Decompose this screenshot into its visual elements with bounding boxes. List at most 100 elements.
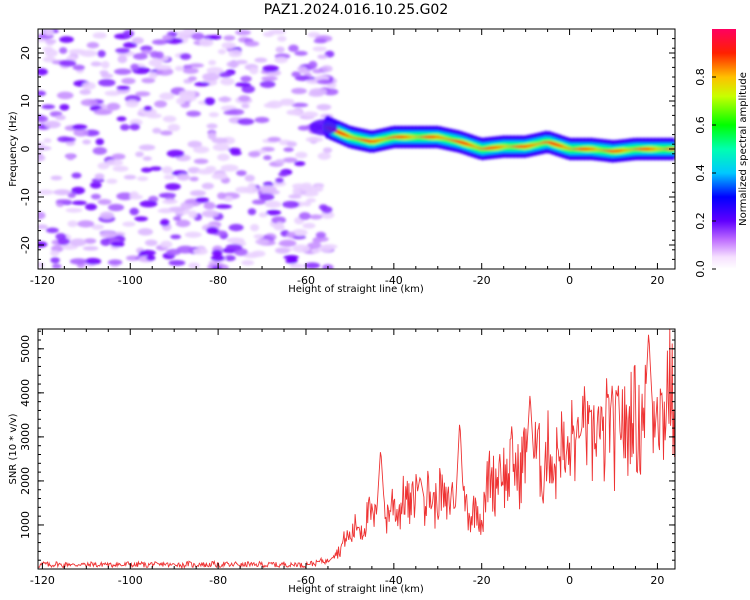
noise-blob <box>286 231 296 238</box>
x-tick-label: -80 <box>209 574 227 587</box>
noise-blob <box>101 60 110 69</box>
noise-blob <box>90 61 102 67</box>
x-tick-label: -40 <box>385 574 403 587</box>
noise-blob <box>99 231 117 239</box>
noise-blob <box>106 102 121 111</box>
noise-blob <box>251 250 266 258</box>
noise-blob <box>241 85 256 94</box>
noise-blob <box>130 63 140 71</box>
y-tick-label: 2000 <box>19 467 32 495</box>
noise-blob <box>188 63 204 68</box>
noise-blob <box>286 141 298 147</box>
noise-blob <box>160 130 173 136</box>
noise-blob <box>175 219 191 228</box>
noise-blob <box>188 76 197 82</box>
noise-blob <box>319 245 334 253</box>
noise-blob <box>291 71 301 78</box>
spectrogram-plot <box>38 29 675 269</box>
noise-blob <box>165 183 181 191</box>
x-tick-label: -60 <box>297 574 315 587</box>
noise-blob <box>187 140 202 148</box>
noise-blob <box>173 216 182 221</box>
ridge-segment <box>468 145 476 147</box>
noise-blob <box>140 45 153 52</box>
noise-blob <box>110 241 125 248</box>
noise-blob <box>189 176 199 182</box>
noise-blob <box>121 77 136 85</box>
noise-blob <box>206 66 224 74</box>
noise-blob <box>210 254 225 262</box>
noise-blob <box>298 212 311 221</box>
noise-blob <box>71 172 82 179</box>
noise-blob <box>211 265 223 269</box>
ridge-segment <box>556 144 564 147</box>
noise-blob <box>292 228 308 237</box>
noise-blob <box>135 151 144 158</box>
noise-blob <box>223 35 236 41</box>
noise-blob <box>38 241 48 248</box>
noise-blob <box>38 211 46 220</box>
noise-blob <box>123 42 138 49</box>
noise-blob <box>59 103 70 111</box>
noise-blob <box>294 50 308 56</box>
noise-blob <box>44 120 61 129</box>
noise-blob <box>149 50 160 59</box>
y-tick-label: 1000 <box>19 511 32 539</box>
noise-blob <box>71 186 86 195</box>
noise-blob <box>71 124 88 130</box>
noise-blob <box>322 147 333 154</box>
x-tick-label: 0 <box>566 574 573 587</box>
noise-blob <box>69 238 87 247</box>
noise-blob <box>160 240 173 249</box>
noise-blob <box>263 102 277 109</box>
noise-blob <box>82 81 96 90</box>
colorbar-tick-label: 0.2 <box>694 212 707 230</box>
noise-blob <box>235 29 251 36</box>
noise-blob <box>235 186 251 194</box>
noise-blob <box>318 204 328 211</box>
noise-blob <box>44 39 57 44</box>
noise-blob <box>309 214 323 220</box>
noise-blob <box>176 245 195 254</box>
noise-blob <box>120 123 130 131</box>
noise-blob <box>65 207 83 213</box>
noise-blob <box>272 181 287 187</box>
noise-blob <box>211 137 228 144</box>
noise-blob <box>59 36 74 43</box>
noise-blob <box>289 263 305 269</box>
noise-blobs <box>38 29 339 269</box>
noise-blob <box>55 114 66 121</box>
noise-blob <box>305 136 324 143</box>
colorbar-tick-label: 0.4 <box>694 164 707 182</box>
noise-blob <box>170 234 182 240</box>
noise-blob <box>266 209 282 216</box>
noise-blob <box>72 64 85 71</box>
x-tick-label: -60 <box>297 274 315 287</box>
noise-blob <box>275 247 290 254</box>
noise-blob <box>262 65 279 73</box>
noise-blob <box>162 115 177 123</box>
noise-blob <box>326 83 337 89</box>
x-tick-label: -100 <box>118 274 143 287</box>
noise-blob <box>194 82 210 87</box>
noise-blob <box>115 47 130 54</box>
noise-blob <box>112 165 129 172</box>
noise-blob <box>225 243 243 251</box>
ridge-segment <box>380 138 388 140</box>
noise-blob <box>186 110 201 117</box>
noise-blob <box>207 132 217 140</box>
noise-blob <box>122 30 135 38</box>
snr-frame <box>37 328 676 570</box>
noise-blob <box>67 220 78 228</box>
noise-blob <box>253 234 264 239</box>
colorbar-gradient <box>712 29 736 269</box>
noise-blob <box>38 145 52 151</box>
noise-blob <box>237 118 255 126</box>
noise-blob <box>168 259 186 266</box>
noise-blob <box>55 199 72 204</box>
x-tick-label: -20 <box>473 574 491 587</box>
ridge-segment <box>528 144 536 146</box>
x-tick-label: 20 <box>650 574 664 587</box>
